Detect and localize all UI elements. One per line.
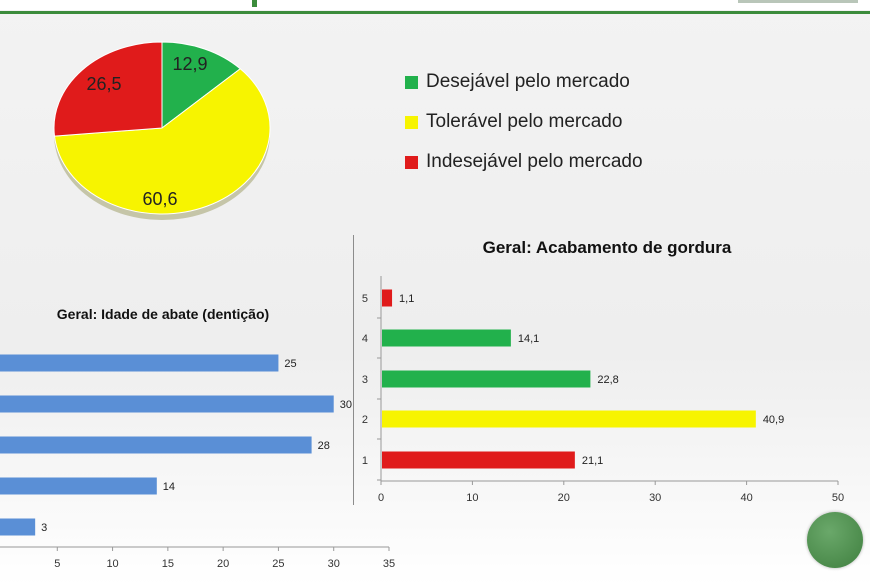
- age-xtick-label-4: 25: [272, 558, 284, 570]
- pie-slice-0: [161, 41, 242, 130]
- pie-label-0: 12,9: [172, 54, 207, 74]
- legend-item-desired: Desejável pelo mercado: [405, 62, 643, 102]
- header-mark: [252, 0, 257, 7]
- fat-bar-label-2: 40,9: [763, 414, 784, 426]
- slide-top-bar: [0, 0, 870, 10]
- legend-swatch-tolerated: [405, 115, 418, 129]
- pie-slice-1: [53, 68, 271, 215]
- fat-xtick-label-4: 40: [740, 492, 752, 504]
- age-bar-label-1: 14: [163, 481, 175, 493]
- age-bar-label-2: 28: [318, 440, 330, 452]
- fat-bar-label-4: 14,1: [518, 333, 539, 345]
- age-bar-label-0: 3: [41, 522, 47, 534]
- age-bar-4: [0, 354, 279, 372]
- fat-bar-label-5: 1,1: [399, 293, 414, 305]
- pie-slice-2: [53, 41, 163, 137]
- age-xtick-label-5: 30: [328, 558, 340, 570]
- age-bar-0: [0, 518, 36, 536]
- fat-bar-2: [382, 410, 756, 428]
- age-bar-label-3: 30: [340, 399, 352, 411]
- legend-label-tolerated: Tolerável pelo mercado: [426, 111, 623, 132]
- legend-label-undesired: Indesejável pelo mercado: [426, 151, 643, 172]
- fat-ytick-label-0: 1: [362, 455, 368, 467]
- legend-swatch-undesired: [405, 155, 418, 169]
- fat-bar-4: [382, 329, 511, 347]
- legend-label-desired: Desejável pelo mercado: [426, 71, 630, 92]
- fat-ytick-label-1: 2: [362, 414, 368, 426]
- pie-label-2: 26,5: [86, 74, 121, 94]
- age-bar-3: [0, 395, 334, 413]
- age-xtick-label-3: 20: [217, 558, 229, 570]
- pie-label-1: 60,6: [142, 189, 177, 209]
- fat-xtick-label-2: 20: [558, 492, 570, 504]
- age-chart-title: Geral: Idade de abate (dentição): [57, 306, 269, 322]
- fat-xtick-label-3: 30: [649, 492, 661, 504]
- pie-legend: Desejável pelo mercado Tolerável pelo me…: [405, 62, 643, 182]
- fat-ytick-label-3: 4: [362, 333, 368, 345]
- fat-ytick-label-4: 5: [362, 293, 368, 305]
- age-bar-2: [0, 436, 312, 454]
- fat-ytick-label-2: 3: [362, 374, 368, 386]
- nav-circle-button[interactable]: [807, 512, 863, 568]
- chart-divider: [353, 235, 354, 505]
- fat-bar-label-3: 22,8: [597, 374, 618, 386]
- header-rule: [0, 11, 870, 14]
- fat-bar-3: [382, 370, 591, 388]
- age-bar-label-4: 25: [284, 358, 296, 370]
- age-bar-1: [0, 477, 157, 495]
- age-xtick-label-6: 35: [383, 558, 395, 570]
- legend-swatch-desired: [405, 75, 418, 89]
- fat-bar-1: [382, 451, 575, 469]
- fat-bar-5: [382, 289, 393, 307]
- fat-xtick-label-5: 50: [832, 492, 844, 504]
- legend-item-undesired: Indesejável pelo mercado: [405, 142, 643, 182]
- age-xtick-label-2: 15: [162, 558, 174, 570]
- header-logo: [738, 0, 858, 3]
- age-xtick-label-1: 10: [106, 558, 118, 570]
- fat-xtick-label-1: 10: [466, 492, 478, 504]
- fat-xtick-label-0: 0: [378, 492, 384, 504]
- fat-bar-label-1: 21,1: [582, 455, 603, 467]
- legend-item-tolerated: Tolerável pelo mercado: [405, 102, 643, 142]
- fat-chart-title: Geral: Acabamento de gordura: [483, 238, 732, 257]
- age-xtick-label-0: 5: [54, 558, 60, 570]
